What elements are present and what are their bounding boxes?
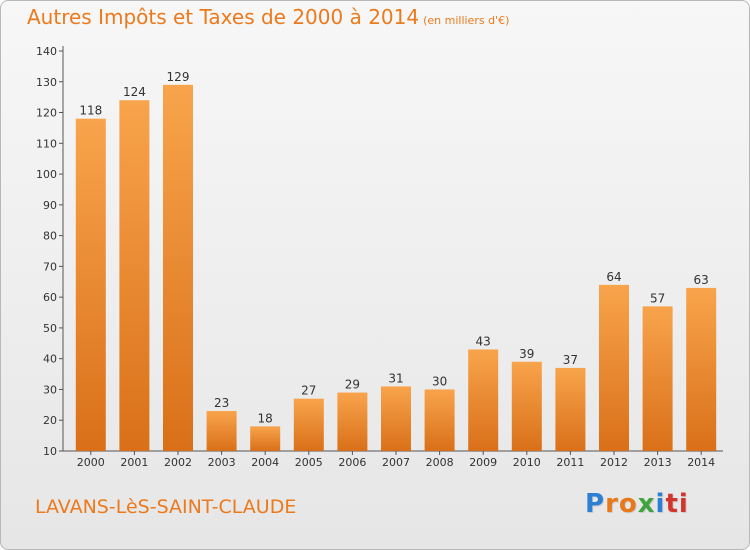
logo-letter: r: [605, 489, 619, 519]
x-tick-label: 2007: [382, 456, 410, 469]
town-name: LAVANS-LèS-SAINT-CLAUDE: [35, 496, 297, 518]
bar-value-label: 29: [345, 378, 360, 392]
bar: [599, 284, 629, 451]
axes: 10 20 30 40 50 60 70 80 90 100 110 120 130 140 2000 200…: [36, 45, 723, 469]
x-tick-label: 2005: [295, 456, 323, 469]
x-tick-label: 2010: [513, 456, 541, 469]
proxiti-logo[interactable]: Proxiti: [585, 489, 689, 519]
bar-value-label: 30: [432, 374, 447, 388]
bar-value-label: 39: [519, 347, 534, 361]
logo-letter: ti: [665, 489, 689, 519]
y-tick-label: 60: [43, 291, 57, 304]
y-tick-label: 70: [43, 260, 57, 273]
logo-letter: o: [618, 489, 638, 519]
x-tick-label: 2009: [469, 456, 497, 469]
bar: [163, 84, 193, 451]
y-tick-label: 10: [43, 445, 57, 458]
y-tick-label: 80: [43, 230, 57, 243]
x-tick-label: 2004: [251, 456, 279, 469]
y-tick-label: 20: [43, 414, 57, 427]
bar-value-label: 27: [301, 384, 316, 398]
y-tick-label: 50: [43, 322, 57, 335]
bar-value-label: 37: [563, 353, 578, 367]
bar-value-label: 18: [258, 411, 273, 425]
bar-value-label: 57: [650, 291, 665, 305]
bar: [75, 118, 106, 451]
bar: [642, 306, 673, 451]
y-tick-label: 30: [43, 383, 57, 396]
x-tick-label: 2008: [426, 456, 454, 469]
bar: [555, 367, 586, 451]
x-tick-label: 2000: [77, 456, 105, 469]
logo-letter: P: [585, 489, 606, 519]
bar: [511, 361, 542, 451]
bar: [381, 386, 411, 451]
bar-value-label: 118: [79, 104, 102, 118]
x-tick-label: 2001: [120, 456, 148, 469]
x-tick-label: 2006: [338, 456, 366, 469]
bar-value-label: 64: [606, 270, 621, 284]
bar: [424, 389, 455, 451]
bar-value-label: 31: [388, 371, 403, 385]
x-tick-label: 2002: [164, 456, 192, 469]
bar-value-label: 63: [694, 273, 709, 287]
y-tick-label: 90: [43, 199, 57, 212]
bar: [119, 100, 150, 451]
x-tick-label: 2011: [556, 456, 584, 469]
chart-title: Autres Impôts et Taxes de 2000 à 2014 (en…: [27, 5, 509, 29]
bar-value-label: 124: [123, 85, 146, 99]
bars: 118 124 129 23 18 27 29 31 30 43 39 37 64 57 63: [75, 70, 717, 451]
bar-value-label: 23: [214, 396, 229, 410]
unit-label: (en milliers d'€): [423, 14, 510, 27]
bar: [293, 398, 324, 451]
y-tick-label: 110: [36, 137, 57, 150]
x-tick-label: 2003: [208, 456, 236, 469]
x-tick-label: 2014: [687, 456, 715, 469]
y-tick-label: 40: [43, 353, 57, 366]
y-tick-label: 120: [36, 107, 57, 120]
y-tick-label: 130: [36, 76, 57, 89]
x-tick-label: 2012: [600, 456, 628, 469]
bar: [468, 349, 499, 451]
logo-letter: i: [655, 489, 666, 519]
bar-value-label: 129: [167, 70, 190, 84]
bar: [686, 287, 717, 451]
x-tick-label: 2013: [644, 456, 672, 469]
bar: [337, 392, 368, 451]
y-tick-label: 140: [36, 45, 57, 58]
y-tick-label: 100: [36, 168, 57, 181]
bar: [250, 426, 281, 451]
logo-letter: x: [637, 489, 656, 519]
title-text: Autres Impôts et Taxes de 2000 à 2014: [27, 5, 420, 29]
bar: [206, 411, 237, 451]
bar-value-label: 43: [476, 334, 491, 348]
